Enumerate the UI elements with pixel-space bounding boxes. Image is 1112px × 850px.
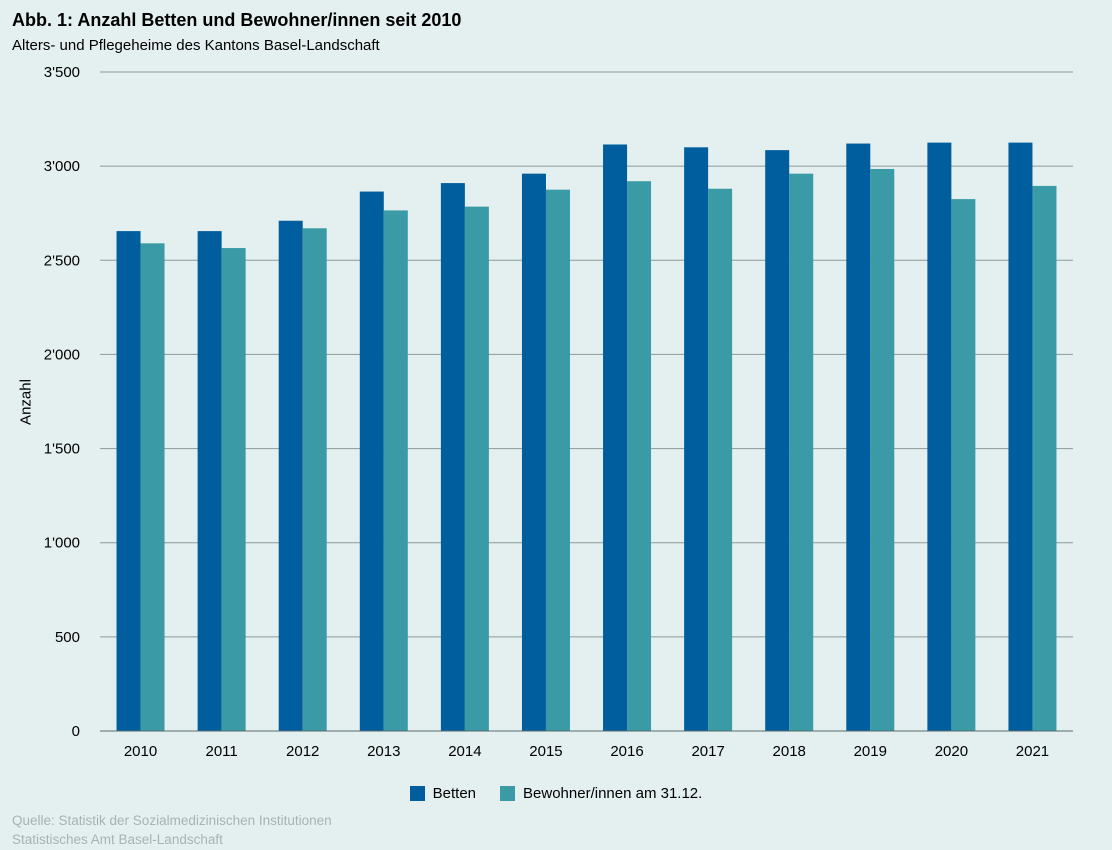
bar-betten <box>603 144 628 732</box>
legend-swatch-betten <box>409 786 425 801</box>
bar-bewohner <box>464 206 489 732</box>
x-tick-label: 2011 <box>205 743 237 760</box>
y-tick-label: 2'500 <box>44 252 80 269</box>
bar-bewohner <box>1032 185 1057 732</box>
bar-bewohner <box>789 173 814 731</box>
source-line-2: Statistisches Amt Basel-Landschaft <box>12 832 223 847</box>
chart-title: Abb. 1: Anzahl Betten und Bewohner/innen… <box>12 10 462 30</box>
y-tick-label: 2'000 <box>44 346 80 363</box>
bar-betten <box>765 150 790 732</box>
bar-bewohner <box>708 188 733 732</box>
bar-bewohner <box>951 199 976 732</box>
y-tick-label: 3'000 <box>44 158 80 175</box>
x-tick-label: 2018 <box>773 743 806 760</box>
bar-betten <box>116 231 141 731</box>
y-tick-label: 3'500 <box>44 64 80 81</box>
x-tick-label: 2020 <box>935 743 968 760</box>
bar-betten <box>359 191 384 732</box>
source-note: Quelle: Statistik der Sozialmedizinische… <box>12 811 332 849</box>
chart-subtitle: Alters- und Pflegeheime des Kantons Base… <box>12 37 380 54</box>
legend-item-bewohner: Bewohner/innen am 31.12. <box>500 785 702 802</box>
bar-bewohner <box>870 168 895 731</box>
x-tick-label: 2021 <box>1016 743 1049 760</box>
x-tick-label: 2017 <box>691 743 724 760</box>
bar-bewohner <box>383 210 408 731</box>
bar-betten <box>278 220 303 731</box>
bar-bewohner <box>545 189 570 731</box>
x-tick-label: 2015 <box>529 743 562 760</box>
bar-bewohner <box>627 181 652 732</box>
y-tick-label: 500 <box>55 629 80 646</box>
chart-legend: Betten Bewohner/innen am 31.12. <box>0 785 1112 802</box>
x-tick-label: 2014 <box>448 743 481 760</box>
bar-betten <box>521 173 546 731</box>
bar-betten <box>197 231 222 731</box>
bar-betten <box>440 183 465 732</box>
legend-label-bewohner: Bewohner/innen am 31.12. <box>523 785 703 802</box>
source-line-1: Quelle: Statistik der Sozialmedizinische… <box>12 813 332 828</box>
legend-label-betten: Betten <box>432 785 477 802</box>
x-tick-label: 2010 <box>124 743 157 760</box>
bar-bewohner <box>140 243 165 731</box>
y-tick-label: 1'000 <box>44 535 80 552</box>
bar-bewohner <box>221 248 246 731</box>
x-tick-label: 2016 <box>610 743 643 760</box>
x-tick-label: 2019 <box>854 743 887 760</box>
bar-betten <box>1008 142 1033 731</box>
x-tick-label: 2012 <box>286 743 319 760</box>
bar-betten <box>684 147 709 732</box>
legend-item-betten: Betten <box>409 785 477 802</box>
bar-betten <box>846 143 871 731</box>
x-tick-label: 2013 <box>367 743 400 760</box>
y-tick-label: 1'500 <box>44 441 80 458</box>
bar-bewohner <box>302 228 327 731</box>
bar-betten <box>927 142 952 731</box>
y-tick-label: 0 <box>72 723 80 740</box>
legend-swatch-bewohner <box>500 786 516 801</box>
